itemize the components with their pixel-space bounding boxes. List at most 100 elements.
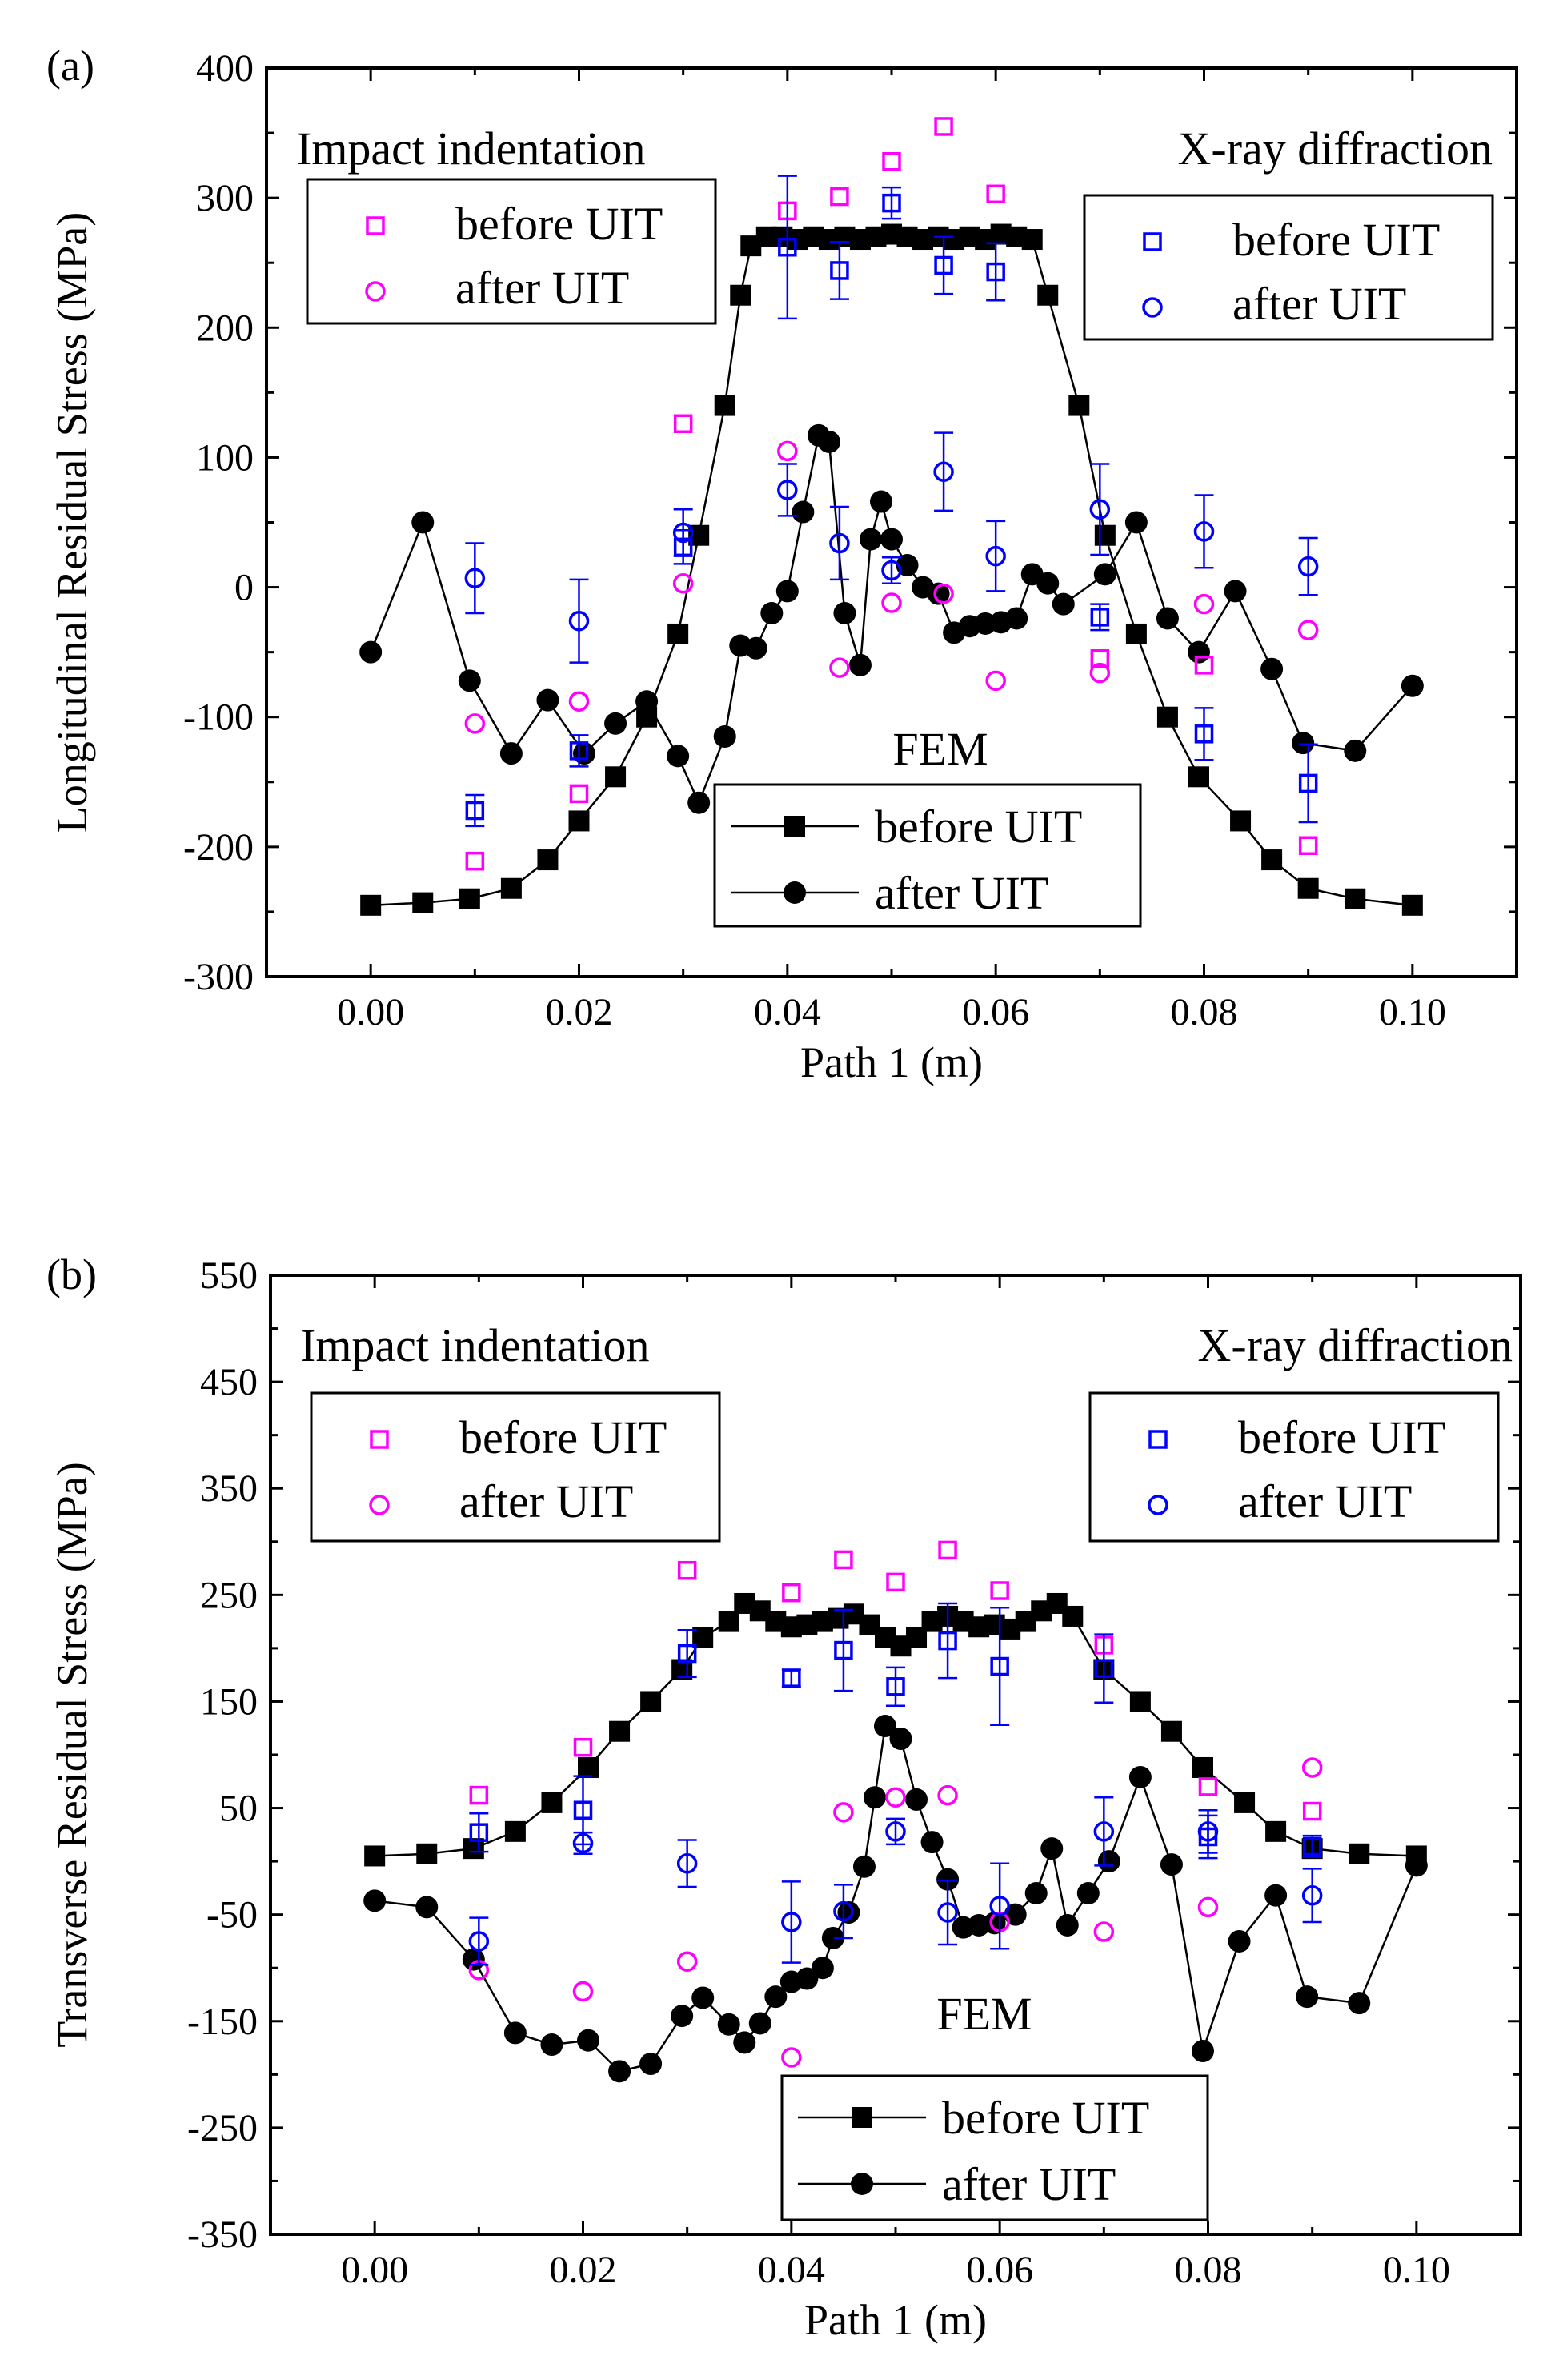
y-tick-label: 400 [196,47,254,90]
data-point [1230,810,1251,831]
x-tick-label: 0.04 [754,991,821,1033]
y-tick-label: -300 [183,956,254,998]
y-tick-label: -50 [206,1894,258,1937]
data-point [760,602,783,624]
data-point [714,725,736,748]
y-tick-label: 350 [200,1467,258,1510]
data-point [604,712,627,735]
data-point [849,654,872,676]
data-point [463,1949,485,1971]
legend-marker [784,816,805,837]
data-point [1265,1821,1286,1842]
legend-entry: after UIT [455,262,629,314]
legend-entry: before UIT [1238,1411,1445,1463]
data-point [719,1611,739,1632]
data-point [749,2012,771,2034]
data-point [504,2021,527,2044]
panel-label: (b) [46,1250,97,1298]
data-point [1025,1882,1048,1904]
legend-entry: before UIT [875,801,1082,853]
legend-entry: before UIT [1232,214,1440,266]
data-point [1040,1837,1063,1860]
y-tick-label: -200 [183,826,254,869]
legend-entry: after UIT [875,867,1048,919]
data-point [640,1691,661,1712]
data-point [1022,229,1043,250]
data-point [578,1757,599,1778]
data-point [412,893,433,913]
data-point [1401,675,1424,697]
data-point [818,431,840,453]
data-point [541,1792,562,1813]
figure: (a)-300-200-10001002003004000.00 0.02 0.04… [0,0,1563,2380]
x-tick-label: 0.00 [337,991,404,1033]
data-point [411,512,434,534]
x-tick-label: 0.06 [962,991,1029,1033]
data-point [500,742,523,765]
y-tick-label: 50 [219,1788,258,1830]
data-point [1234,1792,1255,1813]
data-point [745,637,767,660]
legend-title-xray: X-ray diffraction [1178,122,1493,175]
legend-entry: after UIT [1232,278,1406,330]
data-point [605,766,626,787]
data-point [363,1889,386,1912]
data-point [459,669,481,692]
data-point [890,1728,912,1750]
data-point [1348,1992,1370,2014]
data-point [569,810,590,831]
y-tick-label: 0 [234,567,254,609]
y-axis-label: Longitudinal Residual Stress (MPa) [48,212,96,833]
y-tick-label: -150 [187,2001,258,2043]
data-point [1228,1930,1251,1953]
data-point [1077,1882,1100,1904]
y-tick-label: 300 [196,177,254,219]
data-point [1192,2040,1214,2062]
data-point [1264,1884,1287,1907]
data-point [921,1831,944,1853]
legend-entry: after UIT [459,1475,633,1527]
data-point [864,1786,886,1808]
data-point [812,1957,834,1979]
data-point [671,2005,693,2027]
data-point [1095,525,1116,546]
legend-marker [851,2173,873,2195]
x-axis-label: Path 1 (m) [800,1038,983,1086]
y-tick-label: 250 [200,1574,258,1616]
data-point [1052,593,1075,616]
legend-title-fem: FEM [936,1988,1032,2040]
data-point [360,895,381,916]
data-point [853,1856,876,1878]
data-point [1345,889,1365,909]
data-point [1005,607,1028,629]
data-point [1298,878,1319,899]
legend-entry: after UIT [942,2158,1116,2210]
data-point [1402,895,1423,916]
x-tick-label: 0.10 [1383,2249,1450,2291]
data-point [792,501,814,524]
legend-title-fem: FEM [892,723,988,775]
data-point [577,2029,599,2052]
y-tick-label: 100 [196,436,254,479]
data-point [1188,641,1210,664]
data-point [639,2053,662,2075]
data-point [1126,624,1147,644]
data-point [536,689,559,712]
data-point [667,624,688,644]
data-point [1068,395,1089,416]
data-point [540,2033,563,2056]
data-point [1157,707,1178,728]
legend-title-xray: X-ray diffraction [1198,1319,1513,1371]
data-point [505,1821,526,1842]
x-tick-label: 0.10 [1379,991,1446,1033]
legend-title-indentation: Impact indentation [296,122,645,175]
data-point [415,1896,438,1918]
x-tick-label: 0.00 [341,2249,408,2291]
data-point [1344,740,1366,762]
y-tick-label: 450 [200,1361,258,1403]
data-point [905,1788,928,1811]
data-point [1296,1985,1318,2008]
data-point [1261,849,1282,870]
data-point [1405,1854,1428,1876]
data-point [608,2060,631,2082]
